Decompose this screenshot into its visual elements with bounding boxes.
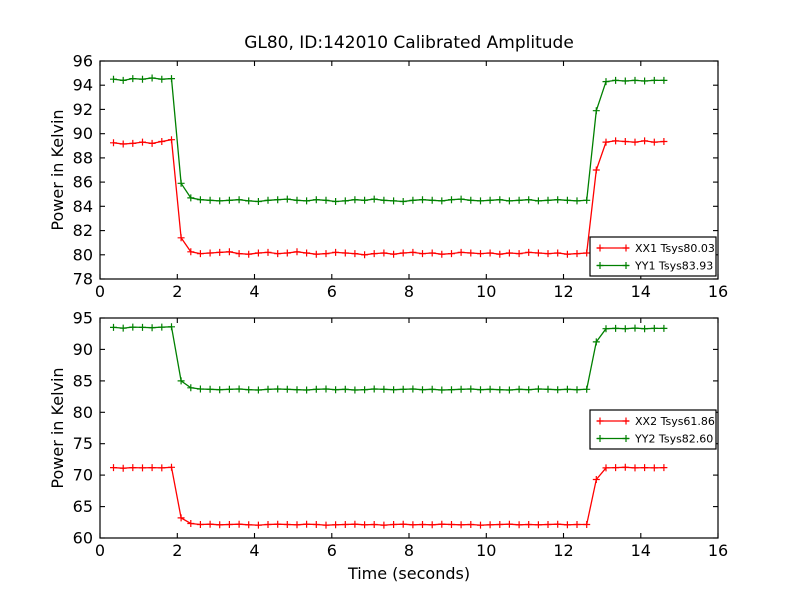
legend-label: YY1 Tsys83.93	[634, 260, 713, 273]
x-tick-label: 8	[404, 541, 414, 560]
chart-title: GL80, ID:142010 Calibrated Amplitude	[244, 33, 574, 53]
y-tick-label: 90	[73, 124, 93, 143]
legend-label: XX2 Tsys61.86	[635, 415, 715, 428]
x-tick-label: 8	[404, 282, 414, 301]
series-YY1	[113, 77, 664, 203]
legend-sample-marker	[596, 435, 604, 442]
legend-box	[589, 236, 717, 277]
y-tick-label: 92	[73, 100, 93, 119]
y-axis-label: Power in Kelvin	[48, 367, 67, 488]
y-tick-label: 75	[73, 434, 93, 453]
legend-label: YY2 Tsys82.60	[634, 433, 713, 446]
series-XX1-markers	[110, 136, 668, 259]
y-tick-label: 85	[73, 371, 93, 390]
y-tick-label: 95	[73, 309, 93, 328]
top-subplot: 0 2 4 6 8 10 12 14 16 78 80 82 84 86 88 90 92 94 96 Power i…	[48, 52, 728, 302]
y-tick-label: 82	[73, 221, 93, 240]
series-XX2-markers	[110, 463, 668, 529]
legend-label: XX1 Tsys80.03	[635, 242, 715, 255]
y-tick-label: 70	[73, 466, 93, 485]
x-tick-label: 14	[631, 541, 651, 560]
x-tick-label: 6	[327, 541, 337, 560]
x-tick-label: 14	[631, 282, 651, 301]
x-tick-label: 10	[476, 282, 496, 301]
x-tick-label: 0	[95, 541, 105, 560]
y-tick-label: 88	[73, 148, 93, 167]
legend-sample-marker	[622, 435, 630, 442]
x-tick-label: 0	[95, 282, 105, 301]
y-tick-label: 84	[73, 197, 93, 216]
y-tick-label: 80	[73, 403, 93, 422]
x-tick-label: 2	[172, 541, 182, 560]
x-tick-label: 10	[476, 541, 496, 560]
x-tick-label: 4	[249, 282, 259, 301]
y-tick-label: 65	[73, 497, 93, 516]
legend: XX2 Tsys61.86 YY2 Tsys82.60	[589, 409, 717, 450]
y-axis-label: Power in Kelvin	[48, 109, 67, 230]
y-tick-label: 94	[73, 76, 93, 95]
y-tick-label: 90	[73, 340, 93, 359]
y-tick-label: 80	[73, 245, 93, 264]
y-tick-label: 86	[73, 173, 93, 192]
x-tick-label: 12	[553, 541, 573, 560]
x-tick-label: 12	[553, 282, 573, 301]
series-YY2-markers	[110, 323, 668, 394]
series-XX2	[113, 466, 664, 526]
y-tick-label: 60	[73, 529, 93, 548]
x-tick-label: 2	[172, 282, 182, 301]
series-YY1-markers	[110, 74, 668, 205]
legend-sample-marker	[596, 417, 604, 425]
legend-sample-marker	[596, 244, 604, 252]
legend-sample-marker	[622, 417, 630, 425]
series-YY2	[113, 326, 664, 391]
legend-sample-marker	[596, 262, 604, 269]
x-tick-label: 16	[708, 282, 728, 301]
x-tick-label: 6	[327, 282, 337, 301]
legend: XX1 Tsys80.03 YY1 Tsys83.93	[589, 236, 717, 277]
bottom-subplot: 0 2 4 6 8 10 12 14 16 60 65 70 75 80 85 90 95 Power in Ke…	[48, 309, 728, 584]
x-tick-label: 16	[708, 541, 728, 560]
legend-box	[589, 409, 717, 450]
x-tick-label: 4	[249, 541, 259, 560]
y-tick-label: 78	[73, 270, 93, 289]
series-XX1	[113, 138, 664, 256]
y-tick-label: 96	[73, 52, 93, 71]
x-axis-label: Time (seconds)	[347, 564, 470, 583]
legend-sample-marker	[622, 244, 630, 252]
legend-sample-marker	[622, 262, 630, 269]
